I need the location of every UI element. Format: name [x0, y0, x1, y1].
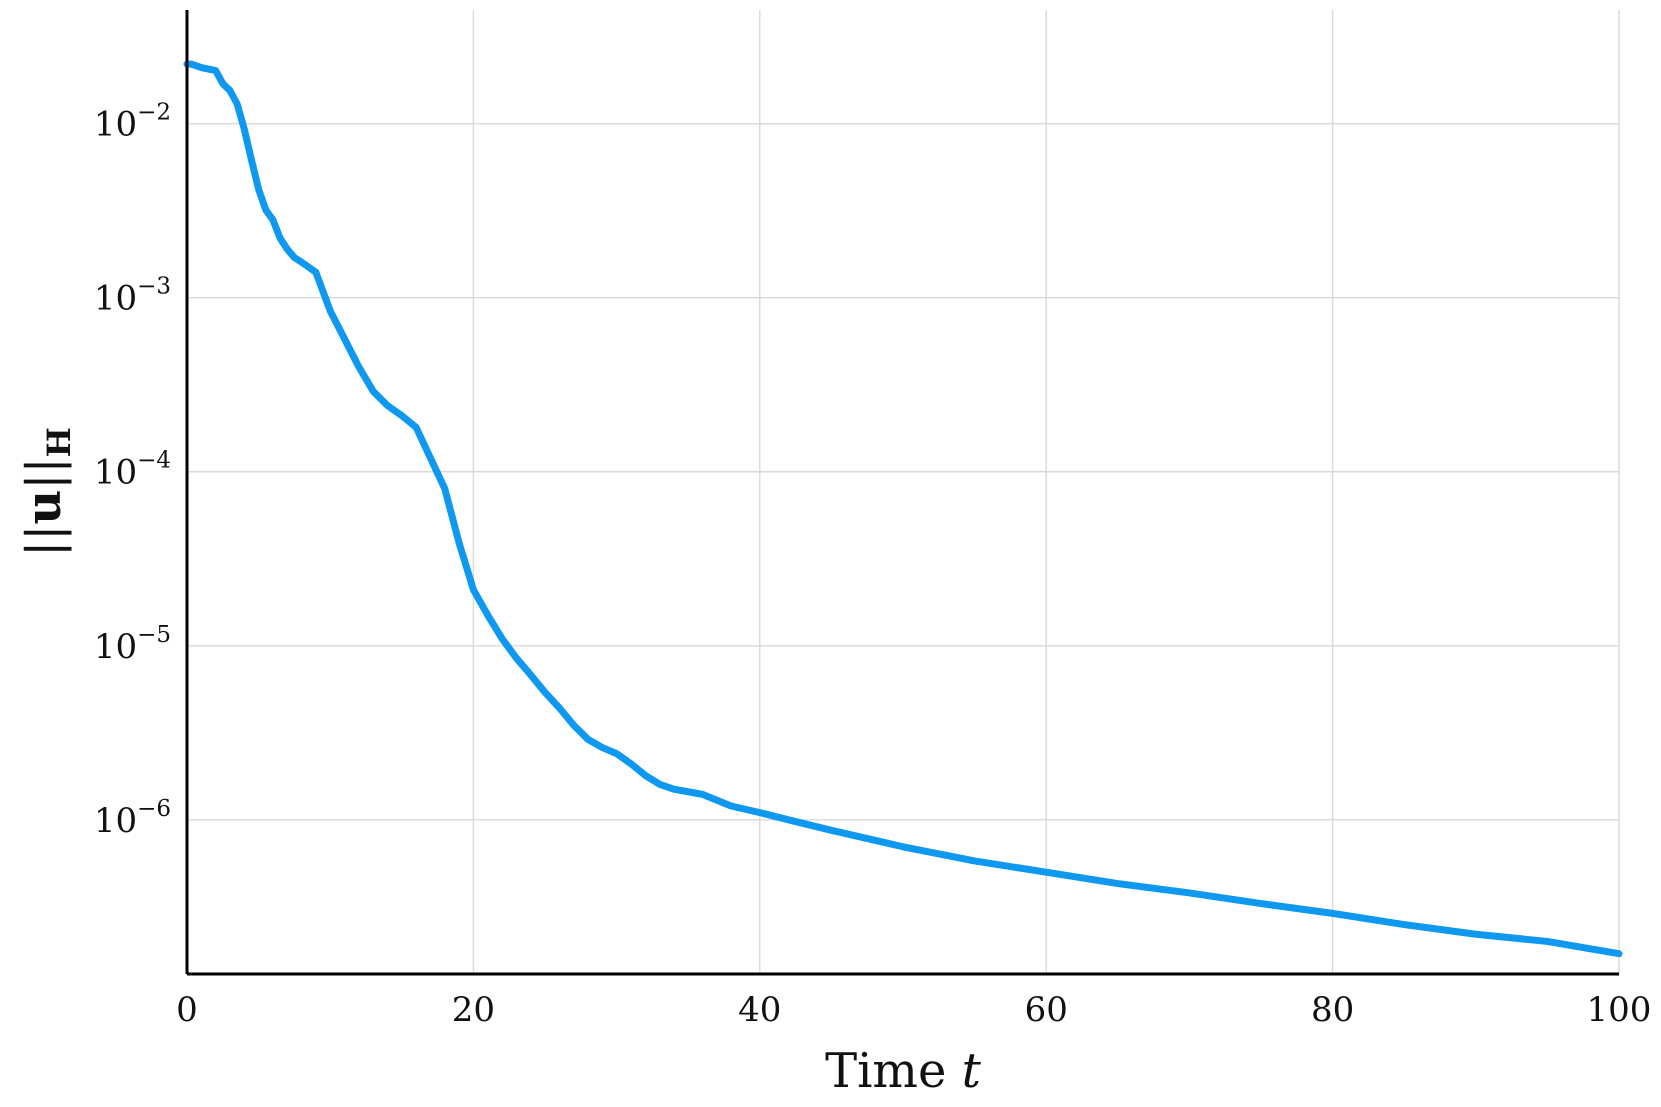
y-axis-title: ||u||H [16, 427, 78, 557]
y-tick-labels: 10−2 10−3 10−4 10−5 10−6 [94, 100, 171, 841]
x-tick-labels: 0 20 40 60 80 100 [176, 990, 1651, 1030]
x-axis-title-var: t [962, 1043, 982, 1099]
x-tick-label: 80 [1311, 990, 1354, 1030]
x-tick-label: 100 [1587, 990, 1652, 1030]
x-tick-label: 60 [1025, 990, 1068, 1030]
grid [186, 10, 1620, 974]
x-tick-label: 20 [452, 990, 495, 1030]
svg-text:||u||H: ||u||H [16, 427, 78, 557]
y-tick-label: 10−5 [94, 622, 171, 667]
x-tick-label: 0 [176, 990, 198, 1030]
x-axis-title-word: Time [825, 1043, 946, 1099]
y-tick-label: 10−3 [94, 274, 171, 319]
axes [185, 10, 1619, 976]
x-tick-label: 40 [738, 990, 781, 1030]
series-layer [183, 60, 1623, 958]
y-tick-label: 10−2 [94, 100, 171, 145]
y-tick-label: 10−6 [94, 796, 171, 841]
x-axis-title: Time t [825, 1043, 982, 1099]
series-line [183, 60, 1623, 958]
y-tick-label: 10−4 [94, 448, 171, 493]
